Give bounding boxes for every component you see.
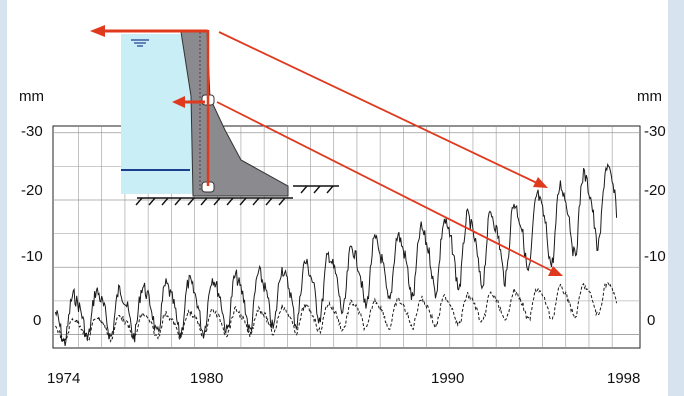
y-tick-right-1: -20 bbox=[644, 182, 666, 199]
chart-panel: mm mm -30 -20 -10 0 -30 -20 -10 0 1974 1… bbox=[7, 0, 668, 396]
dam-deformation-chart: mm mm -30 -20 -10 0 -30 -20 -10 0 1974 1… bbox=[19, 25, 666, 387]
series-dashed-line bbox=[54, 282, 618, 344]
y-tick-right-2: -10 bbox=[644, 248, 666, 265]
x-tick-2: 1990 bbox=[431, 370, 464, 387]
pointer-arrow-mid bbox=[216, 101, 563, 276]
y-tick-left-1: -20 bbox=[21, 182, 43, 199]
displacement-arrow-mid bbox=[172, 96, 205, 108]
water-symbol-icon bbox=[131, 39, 149, 47]
x-tick-3: 1998 bbox=[607, 370, 640, 387]
y-tick-right-0: -30 bbox=[644, 123, 666, 140]
y-tick-left-3: 0 bbox=[33, 312, 41, 329]
x-tick-0: 1974 bbox=[47, 370, 80, 387]
series-solid-line bbox=[54, 162, 618, 346]
left-unit-label: mm bbox=[19, 88, 44, 105]
dam-schematic-inset bbox=[90, 25, 563, 276]
x-tick-1: 1980 bbox=[190, 370, 223, 387]
displacement-arrow-top bbox=[90, 25, 207, 37]
ground-hatching bbox=[135, 185, 339, 206]
y-tick-left-0: -30 bbox=[21, 123, 43, 140]
right-unit-label: mm bbox=[637, 88, 662, 105]
pointer-arrow-top bbox=[218, 31, 548, 188]
y-tick-right-3: 0 bbox=[647, 312, 655, 329]
y-tick-left-2: -10 bbox=[21, 248, 43, 265]
